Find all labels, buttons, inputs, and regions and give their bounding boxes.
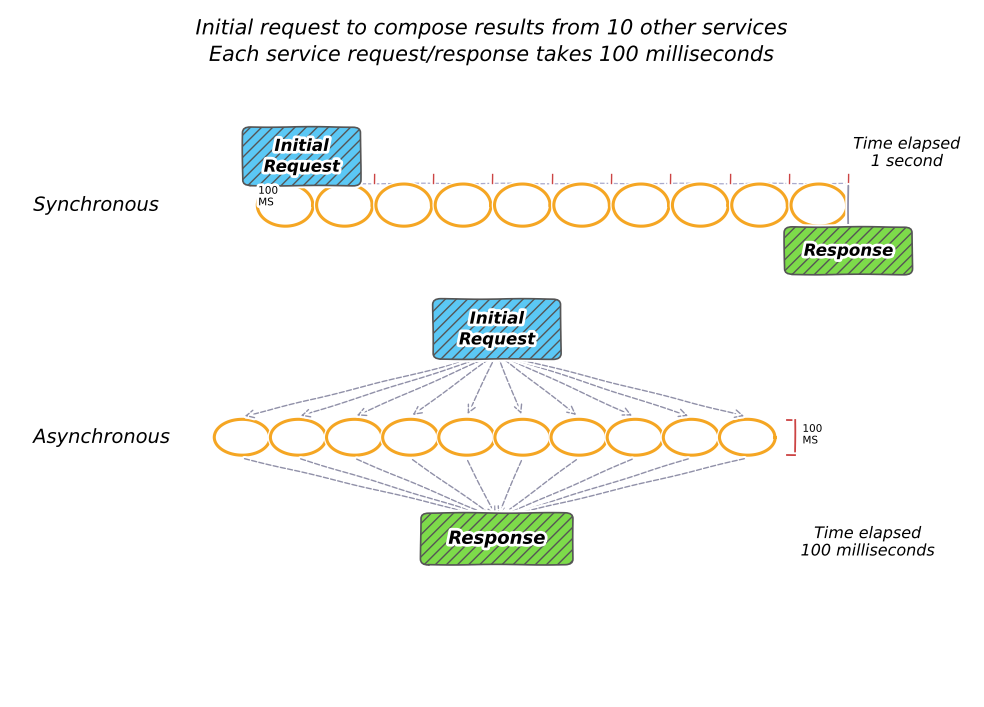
- Text: Initial
Request: Initial Request: [264, 137, 339, 176]
- Text: Synchronous: Synchronous: [33, 196, 159, 215]
- Text: Asynchronous: Asynchronous: [33, 428, 170, 447]
- Text: Initial
Request: Initial Request: [459, 310, 535, 349]
- FancyBboxPatch shape: [421, 513, 573, 565]
- Text: Each service request/response takes 100 milliseconds: Each service request/response takes 100 …: [209, 45, 775, 65]
- Text: Initial request to compose results from 10 other services: Initial request to compose results from …: [196, 18, 788, 38]
- Text: Time elapsed
1 second: Time elapsed 1 second: [853, 136, 960, 169]
- FancyBboxPatch shape: [433, 299, 561, 359]
- FancyBboxPatch shape: [243, 127, 361, 186]
- Text: 100
MS: 100 MS: [258, 186, 277, 207]
- Text: Response: Response: [804, 242, 892, 259]
- FancyBboxPatch shape: [784, 227, 912, 274]
- Text: Response: Response: [449, 530, 545, 548]
- Text: 100
MS: 100 MS: [802, 423, 822, 445]
- Text: Time elapsed
100 milliseconds: Time elapsed 100 milliseconds: [801, 526, 935, 559]
